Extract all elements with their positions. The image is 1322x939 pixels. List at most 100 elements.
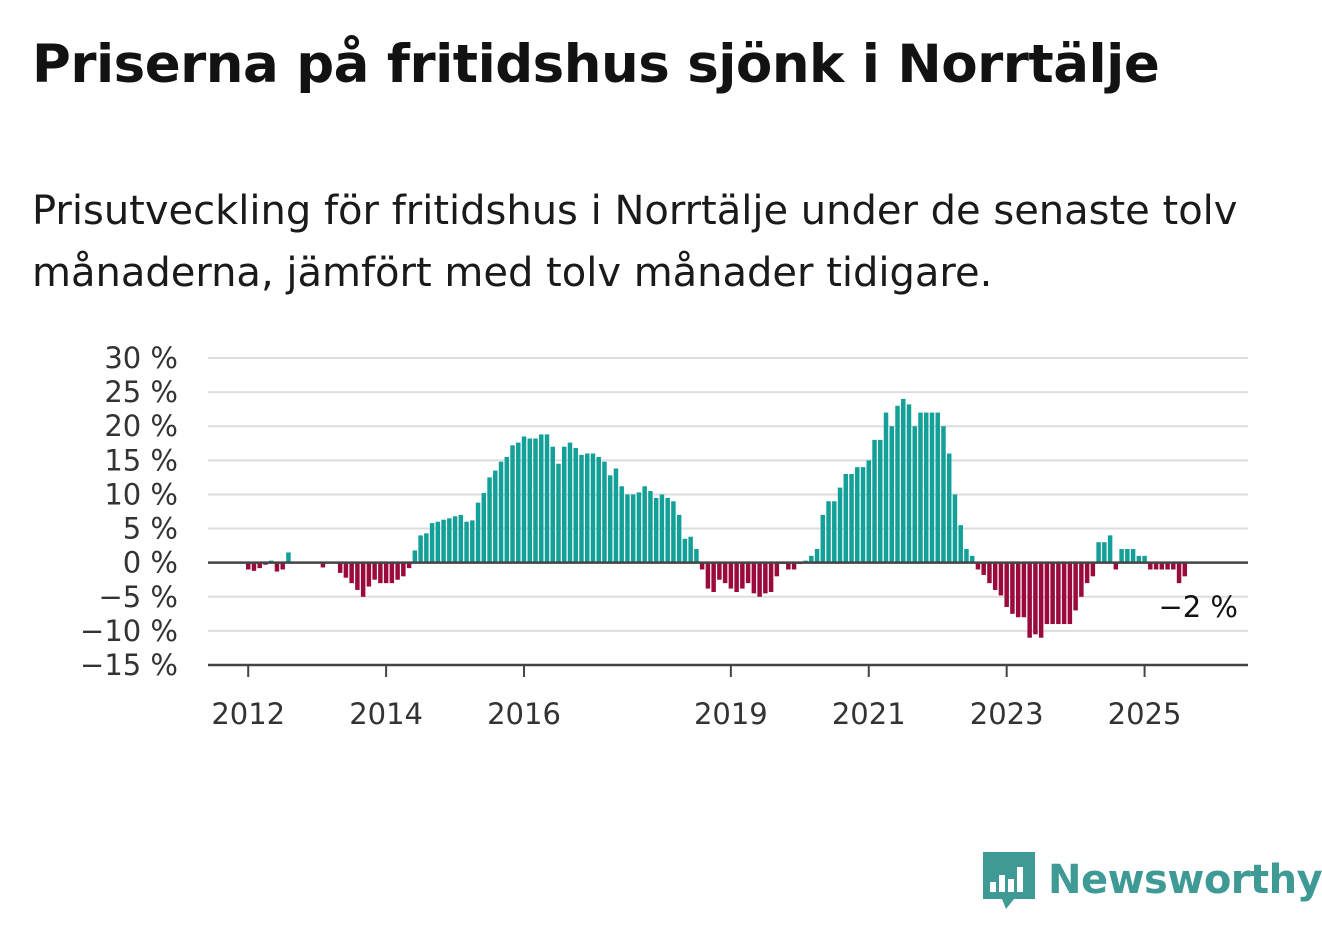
bar: [952, 494, 958, 563]
bar: [527, 438, 533, 563]
bar: [1033, 562, 1038, 635]
bar: [722, 562, 728, 584]
bar: [688, 536, 693, 563]
bar: [826, 501, 831, 563]
bar: [475, 502, 481, 563]
bar: [481, 493, 487, 563]
bar: [676, 514, 682, 563]
bar: [791, 562, 797, 570]
bar: [424, 533, 429, 563]
bar: [711, 562, 716, 593]
bar: [774, 562, 780, 577]
bar: [337, 562, 343, 573]
bar: [447, 518, 452, 563]
bar: [1090, 562, 1096, 577]
bar: [579, 454, 584, 563]
bar: [1107, 535, 1113, 563]
bar: [1159, 562, 1165, 570]
bar: [1067, 562, 1073, 625]
bar: [665, 497, 670, 563]
bar: [786, 562, 791, 570]
bars: [245, 398, 1188, 638]
bar: [699, 562, 705, 570]
bar: [464, 521, 469, 563]
bar-chart-speech-bubble-icon: [983, 852, 1035, 909]
x-tick-label: 2023: [970, 697, 1044, 731]
bar: [378, 562, 383, 584]
bar: [613, 468, 619, 563]
y-tick-label: 10 %: [104, 477, 178, 511]
bar: [521, 436, 527, 563]
x-tick-label: 2014: [349, 697, 423, 731]
bar: [544, 434, 550, 563]
bar: [533, 438, 538, 563]
bar: [372, 562, 377, 580]
bar: [820, 514, 826, 563]
bar: [607, 475, 613, 563]
bar: [768, 562, 774, 593]
bar: [602, 461, 607, 563]
x-tick-label: 2021: [832, 697, 906, 731]
bar: [320, 562, 326, 568]
last-value-label: −2 %: [1158, 590, 1238, 624]
bar: [487, 477, 492, 563]
bar: [883, 412, 889, 563]
bar: [1130, 549, 1136, 563]
axes: [208, 561, 1248, 667]
x-tick-label: 2012: [211, 697, 285, 731]
bar: [648, 491, 653, 563]
x-tick-label: 2019: [694, 697, 768, 731]
bar: [987, 562, 992, 584]
bar: [510, 445, 515, 563]
bar: [257, 562, 262, 569]
bar: [1027, 562, 1032, 638]
bar: [694, 549, 699, 563]
bar: [573, 448, 578, 563]
bar: [280, 562, 285, 570]
bar: [590, 453, 596, 563]
bar: [918, 412, 923, 563]
bar: [809, 555, 814, 563]
bar: [504, 456, 510, 563]
bar: [860, 467, 866, 563]
bar: [843, 473, 849, 563]
bar: [849, 473, 854, 563]
bar: [429, 523, 435, 563]
bar: [964, 549, 969, 563]
bar: [395, 562, 400, 580]
bar: [757, 562, 762, 597]
bar: [493, 470, 498, 563]
bar: [912, 426, 917, 563]
x-axis-ticks: 2012 2014 2016 2019 2021 2023 2025: [211, 665, 1181, 731]
bar: [1165, 562, 1170, 570]
bar: [1171, 562, 1176, 570]
chart-title: Priserna på fritidshus sjönk i Norrtälje: [32, 34, 1160, 95]
bar: [1102, 542, 1107, 563]
bar: [584, 453, 590, 563]
bar: [349, 562, 354, 584]
bar: [717, 562, 722, 580]
bar: [1125, 549, 1130, 563]
bar: [636, 492, 642, 563]
bar: [866, 460, 872, 563]
bar: [682, 538, 688, 563]
bar: [929, 412, 935, 563]
bar: [286, 552, 291, 563]
bar: [630, 494, 636, 563]
bar: [452, 516, 458, 563]
bar: [745, 562, 751, 584]
bar: [728, 562, 734, 589]
bar: [946, 453, 952, 563]
bar: [1084, 562, 1090, 584]
bar: [383, 562, 389, 584]
bar: [245, 562, 251, 570]
bar: [1113, 562, 1119, 570]
bar: [878, 439, 883, 563]
bar: [740, 562, 745, 589]
bar: [1079, 562, 1084, 597]
y-tick-label: 25 %: [104, 375, 178, 409]
bar: [274, 562, 280, 572]
y-tick-label: −15 %: [80, 648, 178, 682]
bar: [539, 434, 544, 563]
bar: [418, 535, 423, 563]
